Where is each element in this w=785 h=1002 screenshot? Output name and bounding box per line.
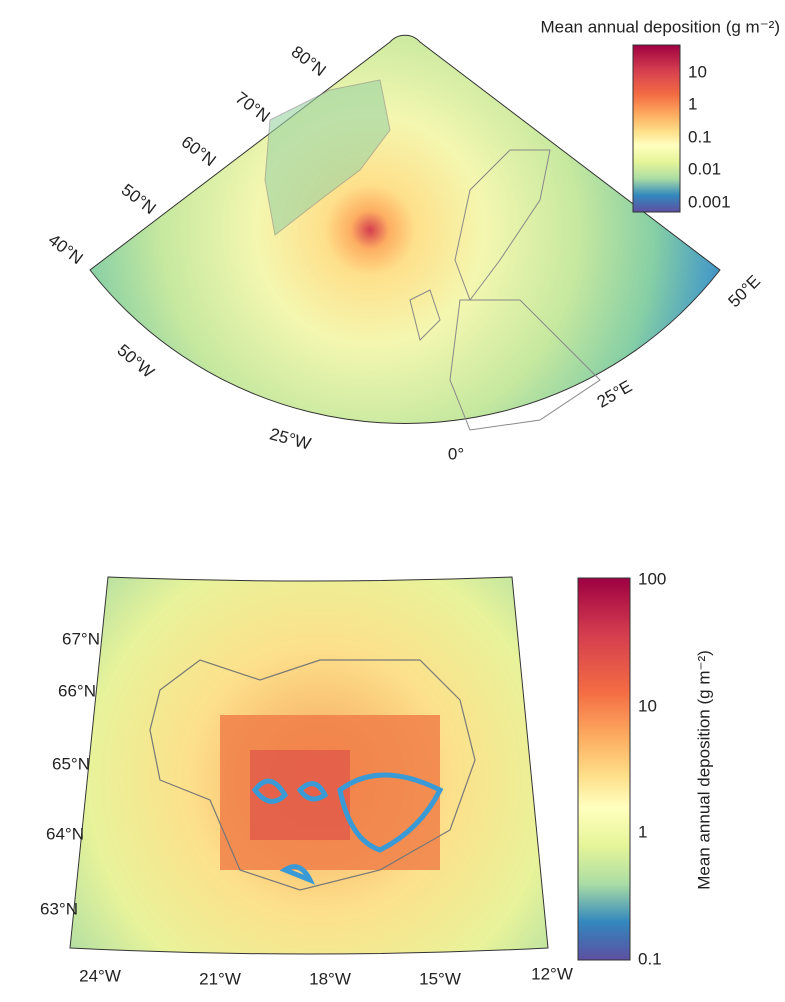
colorbar	[632, 44, 681, 213]
lon-label: 21°W	[199, 969, 241, 988]
colorbar-title: Mean annual deposition (g m⁻²)	[694, 650, 713, 890]
lon-label: 50°E	[724, 271, 764, 311]
coastlines	[409, 149, 601, 431]
lon-label: 18°W	[309, 969, 351, 988]
lat-label: 63°N	[40, 899, 78, 918]
bottom-map: 100 10 1 0.1 Mean annual deposition (g m…	[40, 569, 713, 988]
lat-label: 80°N	[288, 42, 330, 80]
colorbar-tick: 0.01	[688, 159, 721, 178]
lat-label: 67°N	[62, 629, 100, 648]
high-deposition	[250, 750, 350, 840]
lon-label: 25°E	[594, 377, 636, 412]
colorbar	[577, 577, 631, 961]
lat-label: 50°N	[118, 180, 160, 218]
colorbar-tick: 1	[638, 822, 647, 841]
lat-label: 66°N	[58, 681, 96, 700]
colorbar-tick: 0.001	[688, 192, 731, 211]
top-map: Mean annual deposition (g m⁻²) 10 1 0.1 …	[45, 17, 780, 463]
greenland	[264, 79, 391, 236]
lon-label: 25°W	[268, 424, 313, 453]
lat-label: 65°N	[52, 754, 90, 773]
colorbar-tick: 0.1	[688, 127, 712, 146]
colorbar-tick: 10	[688, 62, 707, 81]
colorbar-tick: 0.1	[638, 949, 662, 968]
lon-label: 24°W	[79, 966, 121, 985]
lon-label: 15°W	[419, 969, 461, 988]
iceland-coast	[149, 659, 476, 891]
lat-label: 40°N	[45, 230, 87, 268]
map-area	[89, 34, 721, 424]
lon-label: 12°W	[531, 964, 573, 983]
lon-label: 50°W	[114, 341, 158, 382]
colorbar-tick: 10	[638, 696, 657, 715]
lat-label: 64°N	[46, 824, 84, 843]
colorbar-tick: 1	[688, 94, 697, 113]
glaciers	[251, 772, 444, 885]
lat-label: 60°N	[178, 132, 220, 170]
colorbar-title: Mean annual deposition (g m⁻²)	[540, 17, 780, 36]
lon-label: 0°	[448, 444, 464, 463]
lat-label: 70°N	[232, 88, 274, 126]
colorbar-tick: 100	[638, 569, 666, 588]
